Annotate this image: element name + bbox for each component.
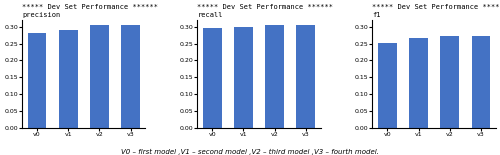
Bar <box>121 25 140 128</box>
Text: V0 – first model ,V1 – second model ,V2 – third model ,V3 – fourth model.: V0 – first model ,V1 – second model ,V2 … <box>121 149 379 155</box>
Bar <box>90 25 108 128</box>
Bar <box>472 36 490 128</box>
Bar <box>409 38 428 128</box>
Bar <box>28 33 46 128</box>
Bar <box>203 28 222 128</box>
Text: ***** Dev Set Performance ******
precision: ***** Dev Set Performance ****** precisi… <box>22 4 158 18</box>
Bar <box>234 27 252 128</box>
Bar <box>440 36 459 128</box>
Bar <box>265 25 284 128</box>
Bar <box>378 42 397 128</box>
Text: ***** Dev Set Performance ******
f1: ***** Dev Set Performance ****** f1 <box>372 4 500 18</box>
Bar <box>296 25 315 128</box>
Bar <box>59 30 78 128</box>
Text: ***** Dev Set Performance ******
recall: ***** Dev Set Performance ****** recall <box>198 4 334 18</box>
